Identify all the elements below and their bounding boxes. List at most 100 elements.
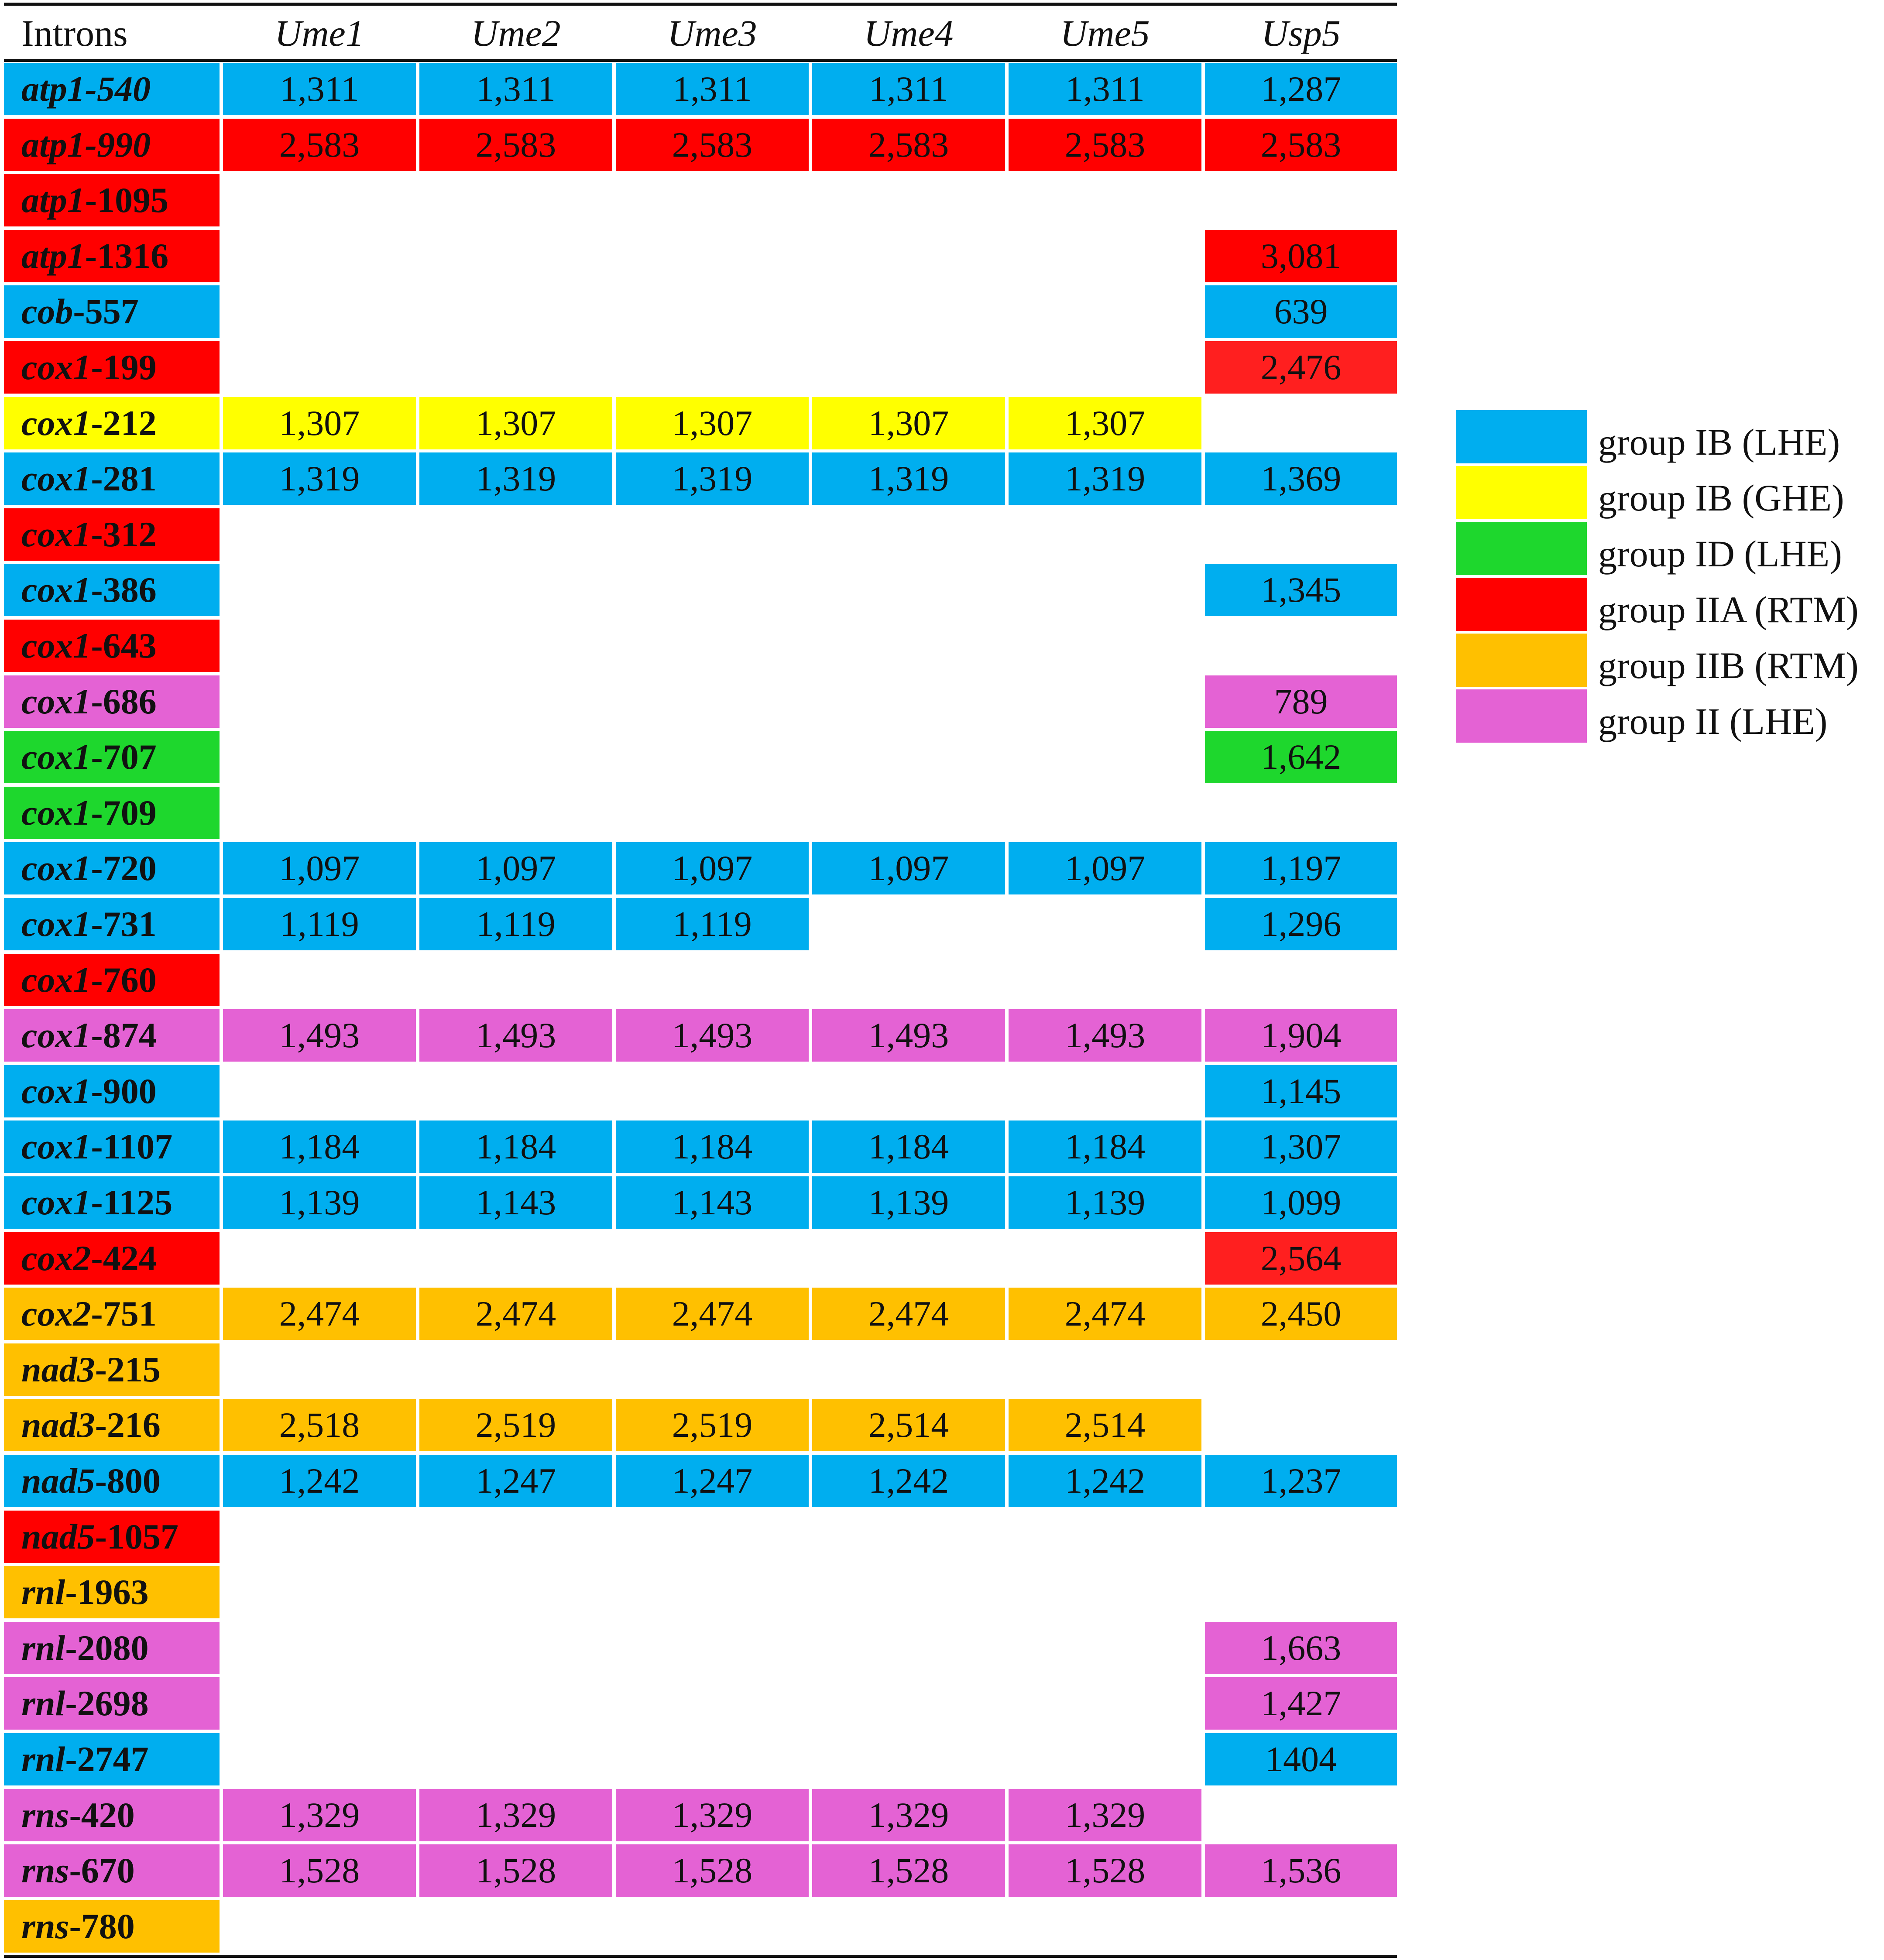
intron-length-cell: 1,329	[616, 1789, 809, 1841]
intron-position: -874	[91, 1015, 157, 1055]
gene-name: cox2	[21, 1294, 91, 1333]
intron-length-cell: 1,427	[1205, 1677, 1397, 1730]
intron-name-cell: rnl -2698	[4, 1677, 220, 1730]
intron-position: -281	[91, 459, 157, 498]
gene-name: atp1	[21, 69, 85, 109]
intron-name-cell: cox1 -1107	[4, 1120, 220, 1173]
gene-name: nad5	[21, 1461, 95, 1501]
intron-length-cell: 2,519	[419, 1399, 612, 1451]
intron-length-cell: 3,081	[1205, 230, 1397, 282]
intron-length-cell: 1,143	[616, 1176, 809, 1229]
intron-name-cell: nad5 -1057	[4, 1511, 220, 1563]
intron-length-cell: 1,197	[1205, 842, 1397, 894]
intron-length-cell: 2,474	[1009, 1288, 1201, 1340]
intron-name-cell: cox1 -643	[4, 620, 220, 672]
gene-name: cox1	[21, 1182, 91, 1222]
intron-length-cell: 1,329	[223, 1789, 416, 1841]
intron-position: -312	[91, 514, 157, 554]
intron-length-cell: 2,583	[1009, 119, 1201, 171]
intron-length-cell: 1,663	[1205, 1622, 1397, 1674]
column-header: Ume4	[864, 12, 954, 54]
gene-name: atp1	[21, 236, 85, 276]
intron-length-cell: 1,099	[1205, 1176, 1397, 1229]
intron-length-cell: 1,904	[1205, 1009, 1397, 1062]
gene-name: atp1	[21, 180, 85, 220]
column-header: Ume5	[1060, 12, 1150, 54]
intron-name-cell: atp1 -990	[4, 119, 220, 171]
intron-position: -216	[95, 1405, 161, 1445]
intron-length-cell: 1,311	[1009, 63, 1201, 115]
intron-position: -1316	[85, 236, 169, 276]
intron-length-cell: 1,329	[419, 1789, 612, 1841]
intron-length-cell: 1,528	[812, 1844, 1005, 1897]
intron-name-cell: nad5 -800	[4, 1455, 220, 1507]
intron-position: -424	[91, 1238, 157, 1278]
intron-position: -1125	[91, 1182, 173, 1222]
intron-length-cell: 1,139	[223, 1176, 416, 1229]
gene-name: cox1	[21, 1015, 91, 1055]
gene-name: cox1	[21, 960, 91, 1000]
intron-position: -900	[91, 1071, 157, 1111]
intron-position: -720	[91, 848, 157, 888]
gene-name: rnl	[21, 1683, 65, 1723]
intron-length-cell: 2,514	[1009, 1399, 1201, 1451]
intron-position: -215	[95, 1350, 161, 1389]
intron-position: -199	[91, 347, 157, 387]
intron-length-cell: 1,307	[616, 397, 809, 449]
intron-length-cell: 1,184	[223, 1120, 416, 1173]
intron-length-cell: 1,247	[616, 1455, 809, 1507]
intron-length-cell: 1,139	[812, 1176, 1005, 1229]
column-header: Introns	[21, 12, 128, 54]
intron-length-cell: 1,345	[1205, 564, 1397, 616]
intron-length-cell: 1,319	[1009, 452, 1201, 505]
intron-length-cell: 1,237	[1205, 1455, 1397, 1507]
intron-position: -557	[73, 291, 139, 331]
intron-position: -540	[85, 69, 151, 109]
intron-position: -2080	[65, 1628, 149, 1668]
intron-name-cell: cox1 -707	[4, 731, 220, 783]
intron-name-cell: atp1 -1095	[4, 174, 220, 226]
intron-length-cell: 1,247	[419, 1455, 612, 1507]
gene-name: atp1	[21, 125, 85, 164]
intron-length-cell: 2,583	[1205, 119, 1397, 171]
intron-length-cell: 1,329	[812, 1789, 1005, 1841]
intron-name-cell: rnl -1963	[4, 1566, 220, 1618]
intron-length-cell: 1,242	[812, 1455, 1005, 1507]
gene-name: cox1	[21, 570, 91, 610]
gene-name: cox1	[21, 682, 91, 721]
intron-position: -686	[91, 682, 157, 721]
intron-length-cell: 2,583	[419, 119, 612, 171]
legend-label: group IIA (RTM)	[1598, 589, 1859, 630]
intron-length-cell: 1,319	[616, 452, 809, 505]
intron-position: -800	[95, 1461, 161, 1501]
intron-length-cell: 1,528	[1009, 1844, 1201, 1897]
intron-name-cell: cox1 -874	[4, 1009, 220, 1062]
legend-label: group ID (LHE)	[1598, 533, 1842, 575]
gene-name: cox1	[21, 403, 91, 443]
intron-length-cell: 1,119	[419, 898, 612, 950]
gene-name: cob	[21, 291, 73, 331]
intron-name-cell: atp1 -540	[4, 63, 220, 115]
intron-length-cell: 2,474	[419, 1288, 612, 1340]
intron-length-cell: 2,583	[223, 119, 416, 171]
intron-length-cell: 2,514	[812, 1399, 1005, 1451]
intron-length-cell: 1,119	[616, 898, 809, 950]
intron-name-cell: cox1 -686	[4, 675, 220, 728]
column-header: Ume1	[275, 12, 364, 54]
gene-name: rnl	[21, 1572, 65, 1612]
intron-length-cell: 1,097	[812, 842, 1005, 894]
table-top-rule	[4, 3, 1397, 6]
gene-name: rnl	[21, 1628, 65, 1668]
intron-position: -643	[91, 626, 157, 665]
intron-length-cell: 1,307	[223, 397, 416, 449]
gene-name: nad5	[21, 1517, 95, 1556]
intron-length-cell: 2,476	[1205, 341, 1397, 394]
legend-swatch	[1456, 466, 1587, 519]
intron-length-cell: 1,493	[616, 1009, 809, 1062]
legend-swatch	[1456, 410, 1587, 463]
intron-name-cell: cox1 -386	[4, 564, 220, 616]
intron-name-cell: nad3 -215	[4, 1343, 220, 1396]
intron-name-cell: cox2 -424	[4, 1232, 220, 1285]
intron-position: -1107	[91, 1127, 173, 1166]
intron-position: -1095	[85, 180, 169, 220]
